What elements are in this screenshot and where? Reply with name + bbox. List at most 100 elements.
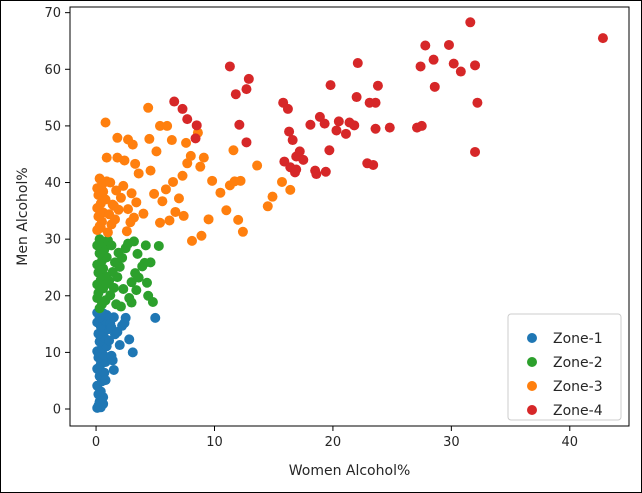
y-axis-label: Men Alcohol% <box>15 167 31 265</box>
data-point <box>108 200 119 211</box>
x-tick-label: 40 <box>562 435 579 450</box>
data-point <box>420 40 431 51</box>
data-point <box>130 158 141 169</box>
points-layer <box>92 17 608 413</box>
data-point <box>140 240 151 251</box>
data-point <box>101 278 112 289</box>
data-point <box>416 120 427 131</box>
data-point <box>107 266 118 277</box>
data-point <box>196 230 207 241</box>
legend-label: Zone-3 <box>553 379 603 395</box>
data-point <box>131 197 142 208</box>
data-point <box>428 54 439 65</box>
series-zone-2 <box>92 234 164 314</box>
data-point <box>102 227 113 238</box>
data-point <box>108 312 119 323</box>
legend-marker <box>527 333 537 343</box>
data-point <box>138 208 149 219</box>
legend-marker <box>527 357 537 367</box>
data-point <box>324 145 335 156</box>
data-point <box>203 214 214 225</box>
data-point <box>106 240 117 251</box>
data-point <box>160 184 171 195</box>
data-point <box>384 122 395 133</box>
data-point <box>108 364 119 375</box>
data-point <box>147 297 158 307</box>
data-point <box>126 188 137 199</box>
series-zone-1 <box>92 307 161 413</box>
data-point <box>155 217 166 228</box>
data-point <box>320 166 331 177</box>
data-point <box>448 58 459 69</box>
legend-marker <box>527 405 537 415</box>
data-point <box>128 212 139 223</box>
data-point <box>267 191 278 202</box>
data-point <box>118 283 129 294</box>
data-point <box>101 152 112 163</box>
series-zone-3 <box>92 102 296 246</box>
data-point <box>237 226 248 237</box>
data-point <box>285 184 296 195</box>
x-axis-label: Women Alcohol% <box>289 463 411 479</box>
data-point <box>126 297 137 308</box>
data-point <box>132 248 143 259</box>
legend-label: Zone-2 <box>553 355 603 371</box>
data-point <box>443 39 454 50</box>
data-point <box>141 277 152 288</box>
data-point <box>110 257 120 268</box>
plot-frame <box>69 6 630 427</box>
data-point <box>164 215 175 226</box>
data-point <box>370 97 381 108</box>
data-point <box>94 234 105 245</box>
data-point <box>224 61 235 72</box>
data-point <box>230 89 241 100</box>
data-point <box>94 173 105 184</box>
data-point <box>352 58 363 69</box>
data-point <box>207 175 218 186</box>
data-point <box>133 272 144 283</box>
legend-label: Zone-1 <box>553 331 603 347</box>
data-point <box>169 96 180 107</box>
data-point <box>186 235 197 246</box>
y-tick-label: 70 <box>44 6 61 21</box>
data-point <box>228 145 239 156</box>
data-point <box>128 236 139 247</box>
data-point <box>372 80 383 91</box>
y-tick-label: 20 <box>44 289 61 304</box>
data-point <box>133 168 144 179</box>
data-point <box>233 214 244 225</box>
data-point <box>465 17 476 28</box>
data-point <box>351 92 362 103</box>
data-point <box>235 175 246 186</box>
data-point <box>243 73 254 84</box>
data-point <box>151 146 162 157</box>
data-point <box>262 201 273 212</box>
data-point <box>144 133 155 144</box>
data-point <box>150 312 161 323</box>
data-point <box>104 335 115 346</box>
data-point <box>182 114 193 125</box>
legend: Zone-1 Zone-2 Zone-3 Zone-4 <box>507 313 622 421</box>
data-point <box>284 126 295 137</box>
data-point <box>115 192 126 203</box>
data-point <box>178 210 189 221</box>
data-point <box>195 161 206 172</box>
y-tick-label: 0 <box>53 403 61 418</box>
data-point <box>111 185 122 196</box>
data-point <box>104 209 115 220</box>
data-point <box>331 125 342 136</box>
data-point <box>105 177 116 188</box>
data-point <box>305 119 316 130</box>
data-point <box>114 340 125 351</box>
data-point <box>127 139 138 150</box>
data-point <box>181 137 192 148</box>
data-point <box>157 196 168 207</box>
data-point <box>470 146 481 157</box>
data-point <box>276 176 287 187</box>
data-point <box>112 132 123 143</box>
y-tick-label: 50 <box>44 119 61 134</box>
legend-marker <box>527 381 537 391</box>
data-point <box>177 103 188 114</box>
data-point <box>429 81 440 92</box>
